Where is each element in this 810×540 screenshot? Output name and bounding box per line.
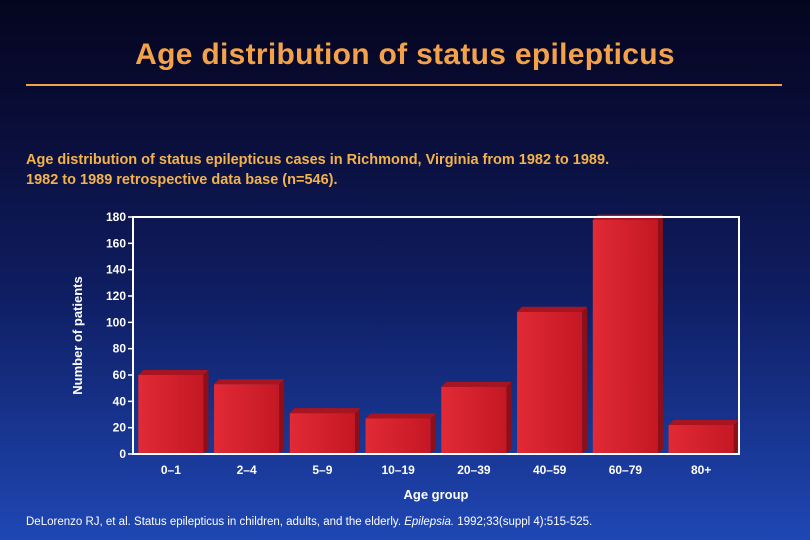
- citation: DeLorenzo RJ, et al. Status epilepticus …: [26, 516, 796, 528]
- y-tick-label: 160: [106, 236, 126, 250]
- bar-side: [354, 408, 360, 454]
- bar-side: [430, 413, 436, 454]
- x-tick-label: 10–19: [381, 463, 415, 477]
- citation-journal: Epilepsia.: [404, 516, 455, 528]
- bar: [365, 418, 431, 454]
- y-tick-label: 0: [119, 447, 126, 461]
- y-tick-label: 120: [106, 289, 126, 303]
- bar-top: [668, 420, 739, 426]
- bar-side: [582, 306, 588, 454]
- bar-top: [517, 306, 588, 312]
- y-tick-label: 20: [113, 421, 127, 435]
- bar-side: [506, 381, 512, 454]
- title-rule: [26, 84, 782, 86]
- bar: [441, 386, 507, 454]
- bar-side: [733, 420, 739, 454]
- citation-text: DeLorenzo RJ, et al. Status epilepticus …: [26, 516, 405, 528]
- bar-top: [214, 379, 285, 385]
- y-tick-label: 180: [106, 210, 126, 224]
- slide-subtitle: Age distribution of status epilepticus c…: [26, 150, 786, 190]
- bar-top: [365, 413, 436, 419]
- citation-details: 1992;33(suppl 4):515-525.: [454, 516, 593, 528]
- x-tick-label: 20–39: [457, 463, 491, 477]
- x-tick-label: 0–1: [161, 463, 181, 477]
- y-tick-label: 80: [113, 342, 127, 356]
- slide-title: Age distribution of status epilepticus: [135, 38, 675, 71]
- bar: [138, 375, 204, 454]
- bar: [214, 384, 280, 454]
- x-tick-label: 5–9: [312, 463, 332, 477]
- bar-top: [289, 408, 360, 414]
- y-tick-label: 140: [106, 263, 126, 277]
- bar: [517, 311, 583, 454]
- y-tick-label: 60: [113, 368, 127, 382]
- x-axis-label: Age group: [404, 487, 469, 502]
- bar-side: [203, 370, 209, 454]
- x-tick-label: 2–4: [237, 463, 257, 477]
- bar-side: [279, 379, 285, 454]
- bar: [592, 219, 658, 454]
- x-tick-label: 60–79: [609, 463, 643, 477]
- bar-side: [657, 214, 663, 454]
- bar: [668, 425, 734, 454]
- x-tick-label: 80+: [691, 463, 711, 477]
- subtitle-line-2: 1982 to 1989 retrospective data base (n=…: [26, 172, 338, 188]
- bar-top: [138, 370, 209, 375]
- bar-top: [441, 381, 512, 387]
- plot-frame: [132, 216, 740, 455]
- x-tick-label: 40–59: [533, 463, 567, 477]
- y-tick-label: 40: [113, 394, 127, 408]
- y-tick-label: 100: [106, 315, 126, 329]
- bar: [289, 413, 355, 454]
- y-axis-label: Number of patients: [70, 276, 85, 394]
- subtitle-line-1: Age distribution of status epilepticus c…: [26, 152, 610, 168]
